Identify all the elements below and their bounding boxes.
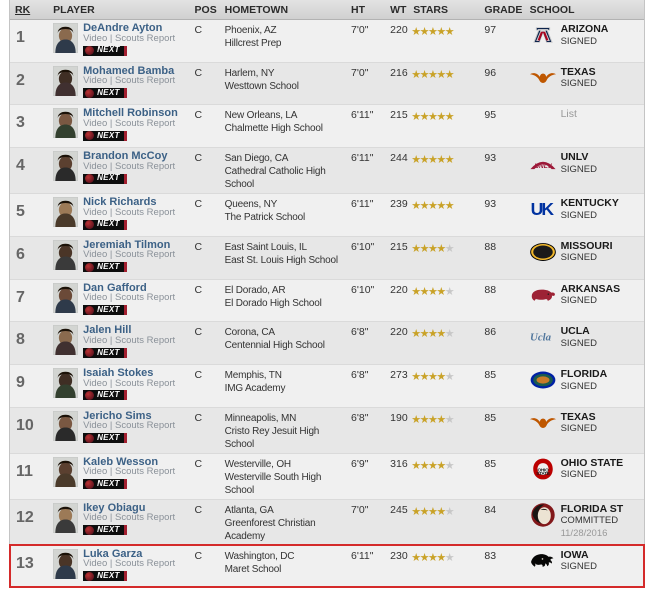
svg-text:STATE: STATE bbox=[536, 471, 550, 476]
svg-text:UNLV: UNLV bbox=[534, 162, 552, 169]
svg-text:Ucla: Ucla bbox=[530, 332, 552, 344]
svg-text:UK: UK bbox=[530, 199, 554, 219]
